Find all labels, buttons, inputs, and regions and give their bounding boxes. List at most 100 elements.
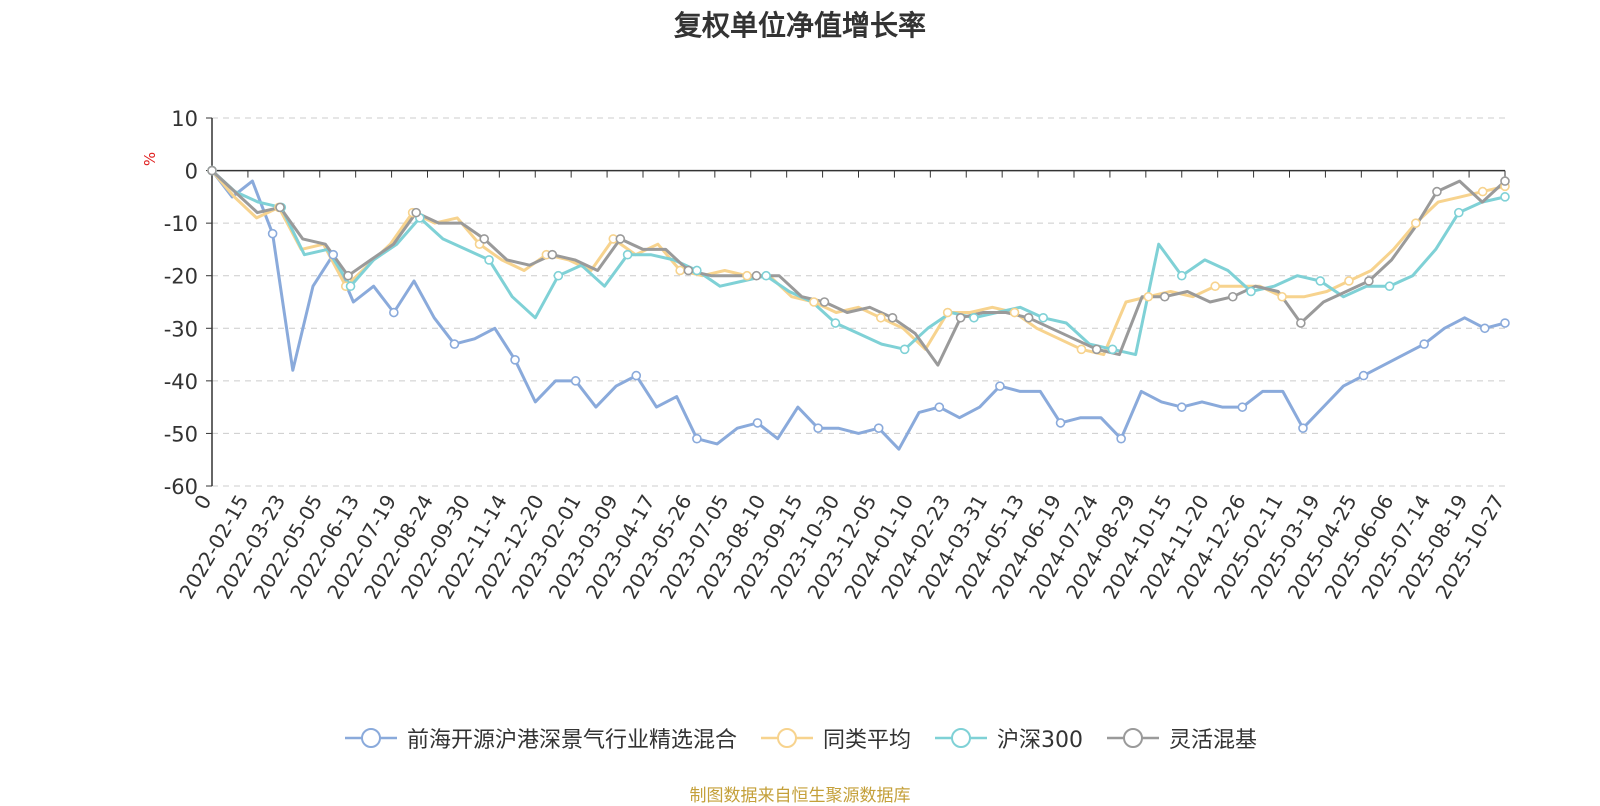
data-point <box>479 234 490 244</box>
data-point <box>1009 307 1020 318</box>
data-point <box>819 297 830 307</box>
data-point <box>751 270 762 281</box>
legend-item[interactable]: 同类平均 <box>759 722 911 754</box>
data-point <box>1237 402 1248 412</box>
data-point <box>1091 344 1102 355</box>
series-line <box>210 169 1507 367</box>
tick-labels: 100-10-20-30-40-50-60%02022-02-152022-03… <box>141 107 1509 603</box>
data-point <box>1296 318 1306 328</box>
y-tick-label: 10 <box>171 107 198 131</box>
data-point <box>887 312 898 323</box>
data-point <box>1107 344 1118 355</box>
data-point <box>742 270 752 281</box>
data-point <box>343 270 353 281</box>
data-point <box>389 307 399 318</box>
data-point <box>1384 281 1395 292</box>
data-point <box>1344 276 1354 286</box>
data-point <box>631 370 642 381</box>
legend-marker-icon <box>760 728 813 748</box>
data-point <box>1419 339 1429 349</box>
y-tick-label: -60 <box>164 475 198 499</box>
y-tick-label: 0 <box>185 160 198 184</box>
legend-marker-icon <box>344 728 397 748</box>
data-point <box>1358 370 1369 381</box>
data-point <box>411 207 421 218</box>
data-point <box>1364 276 1374 286</box>
legend-label: 前海开源沪港深景气行业精选混合 <box>406 728 737 753</box>
legend-item[interactable]: 前海开源沪港深景气行业精选混合 <box>343 722 737 754</box>
data-point <box>1023 312 1034 323</box>
data-point <box>1055 418 1066 428</box>
data-point <box>547 249 558 260</box>
data-point <box>875 312 886 323</box>
legend-marker-icon <box>935 728 987 748</box>
data-point <box>942 307 953 318</box>
data-point <box>809 297 819 307</box>
data-point <box>830 318 841 328</box>
data-point <box>675 265 685 276</box>
data-point <box>692 265 702 276</box>
y-tick-label: -20 <box>164 265 198 289</box>
data-point <box>615 234 626 244</box>
data-point <box>1315 276 1326 286</box>
data-point <box>899 344 910 355</box>
legend: 前海开源沪港深景气行业精选混合 同类平均 沪深300 灵活混基 <box>0 722 1600 754</box>
data-point <box>1454 207 1464 218</box>
series-line <box>210 169 1506 357</box>
y-axis-label: % <box>141 152 159 166</box>
series-markers <box>207 165 1510 444</box>
data-point <box>449 339 460 349</box>
data-point <box>345 281 356 292</box>
y-tick-label: -40 <box>164 370 198 394</box>
chart-title: 复权单位净值增长率 <box>673 9 926 42</box>
data-point <box>1411 218 1421 228</box>
data-point <box>1210 281 1220 292</box>
data-point <box>328 249 339 260</box>
legend-item[interactable]: 灵活混基 <box>1105 722 1257 754</box>
data-point <box>1246 286 1256 297</box>
data-point <box>1432 186 1442 197</box>
legend-item[interactable]: 沪深300 <box>933 722 1083 754</box>
data-point <box>207 165 217 176</box>
data-point <box>995 381 1005 391</box>
data-point <box>1477 186 1488 197</box>
data-point <box>692 433 702 444</box>
data-point <box>1500 176 1510 186</box>
data-point <box>1500 318 1510 328</box>
data-point <box>1159 291 1170 302</box>
y-tick-label: -50 <box>164 422 198 446</box>
data-point <box>553 270 564 281</box>
data-point <box>1076 344 1087 355</box>
data-point <box>873 423 884 433</box>
data-point <box>813 423 823 433</box>
legend-label: 同类平均 <box>822 728 911 753</box>
legend-label: 沪深300 <box>997 728 1083 753</box>
data-point <box>1500 192 1510 202</box>
y-tick-label: -10 <box>164 212 198 236</box>
source-note: 制图数据来自恒生聚源数据库 <box>689 786 911 806</box>
data-point <box>752 418 763 428</box>
data-point <box>1176 270 1187 281</box>
data-point <box>275 202 285 213</box>
data-point <box>570 376 581 386</box>
axes <box>206 117 1506 487</box>
series-lines <box>210 169 1507 451</box>
data-point <box>1116 433 1126 444</box>
data-point <box>1479 323 1490 334</box>
data-point <box>622 249 633 260</box>
data-point <box>484 255 494 265</box>
data-point <box>1277 291 1287 302</box>
data-point <box>683 265 694 276</box>
legend-marker-icon <box>1107 728 1159 748</box>
data-point <box>969 312 979 323</box>
data-point <box>1038 312 1049 323</box>
data-point <box>1227 291 1238 302</box>
legend-label: 灵活混基 <box>1169 728 1258 753</box>
data-point <box>267 228 278 239</box>
x-tick-label: 0 <box>189 491 216 514</box>
data-point <box>761 270 771 281</box>
data-point <box>1298 423 1308 433</box>
data-point <box>1143 291 1154 302</box>
y-tick-label: -30 <box>164 317 198 341</box>
